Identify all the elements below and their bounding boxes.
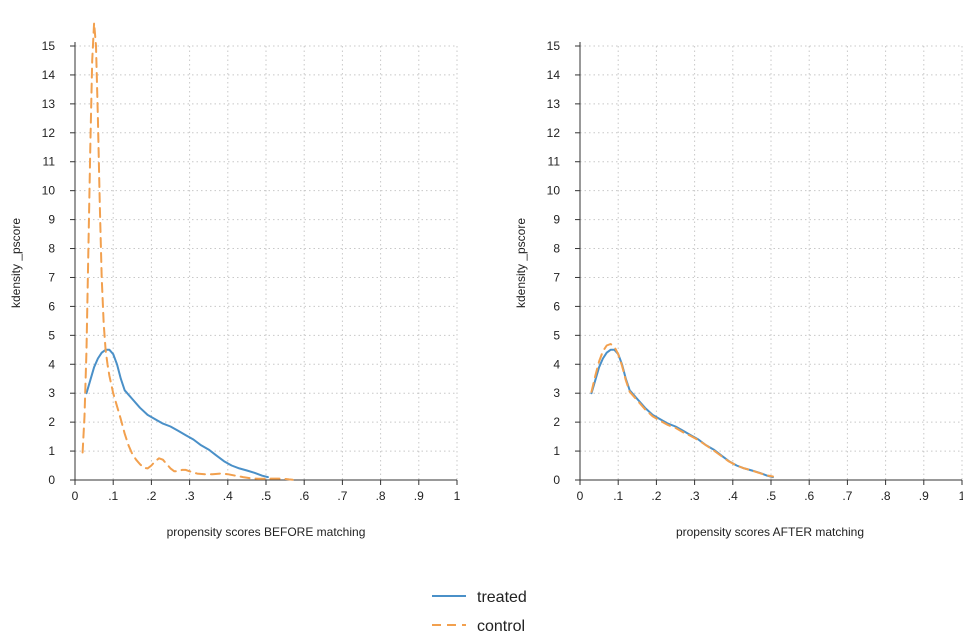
y-tick-label: 11	[548, 155, 561, 169]
y-tick-label: 1	[553, 444, 560, 458]
x-tick-label: .8	[376, 489, 386, 503]
y-tick-label: 15	[547, 39, 561, 53]
x-tick-label: .9	[919, 489, 929, 503]
y-tick-label: 7	[553, 270, 560, 284]
y-tick-label: 10	[42, 184, 56, 198]
y-tick-label: 3	[48, 386, 55, 400]
x-tick-label: 1	[959, 489, 963, 503]
axes-before	[74, 42, 457, 481]
x-axis-title-before: propensity scores BEFORE matching	[167, 525, 366, 539]
series-after	[590, 343, 774, 479]
ticks-after: 0.1.2.3.4.5.6.7.8.9 101234567891011121314…	[547, 39, 963, 503]
x-tick-label: .3	[690, 489, 700, 503]
y-tick-label: 14	[547, 68, 561, 82]
x-tick-label: .5	[766, 489, 776, 503]
y-tick-label: 0	[553, 473, 560, 487]
y-tick-label: 2	[48, 415, 55, 429]
grid-after	[579, 45, 963, 480]
panel-after-matching: 0.1.2.3.4.5.6.7.8.9 101234567891011121314…	[514, 39, 963, 539]
y-tick-label: 9	[48, 213, 55, 227]
y-tick-label: 12	[42, 126, 56, 140]
x-tick-label: .2	[146, 489, 156, 503]
series-line-treated	[590, 348, 774, 479]
x-tick-label: 0	[577, 489, 584, 503]
y-tick-label: 0	[48, 473, 55, 487]
y-tick-label: 9	[553, 213, 560, 227]
y-axis-title-before: kdensity _pscore	[9, 218, 23, 308]
y-tick-label: 1	[48, 444, 55, 458]
panel-before-matching: 0.1.2.3.4.5.6.7.8.9 101234567891011121314…	[9, 21, 461, 539]
legend: treated control	[432, 589, 527, 635]
x-tick-label: 1	[454, 489, 461, 503]
ticks-before: 0.1.2.3.4.5.6.7.8.9 101234567891011121314…	[42, 39, 461, 503]
y-tick-label: 4	[553, 357, 560, 371]
y-tick-label: 11	[43, 155, 56, 169]
series-line-control	[590, 343, 774, 478]
x-tick-label: .1	[108, 489, 118, 503]
series-before	[81, 21, 294, 481]
y-tick-label: 14	[42, 68, 56, 82]
x-tick-label: .3	[185, 489, 195, 503]
y-tick-label: 13	[42, 97, 56, 111]
x-tick-label: .6	[299, 489, 309, 503]
y-tick-label: 10	[547, 184, 561, 198]
y-tick-label: 6	[48, 299, 55, 313]
x-axis-title-after: propensity scores AFTER matching	[676, 525, 864, 539]
x-tick-label: 0	[72, 489, 79, 503]
y-tick-label: 2	[553, 415, 560, 429]
axes-after	[579, 42, 962, 481]
y-tick-label: 13	[547, 97, 561, 111]
x-tick-label: .7	[842, 489, 852, 503]
y-tick-label: 5	[553, 328, 560, 342]
y-tick-label: 7	[48, 270, 55, 284]
x-tick-label: .6	[804, 489, 814, 503]
y-tick-label: 8	[48, 242, 55, 256]
x-tick-label: .9	[414, 489, 424, 503]
y-tick-label: 4	[48, 357, 55, 371]
y-tick-label: 8	[553, 242, 560, 256]
legend-label-control: control	[477, 618, 525, 635]
series-line-control	[81, 21, 294, 481]
y-tick-label: 12	[547, 126, 561, 140]
x-tick-label: .8	[881, 489, 891, 503]
y-tick-label: 3	[553, 386, 560, 400]
x-tick-label: .5	[261, 489, 271, 503]
x-tick-label: .4	[223, 489, 233, 503]
x-tick-label: .7	[337, 489, 347, 503]
y-axis-title-after: kdensity _pscore	[514, 218, 528, 308]
x-tick-label: .2	[651, 489, 661, 503]
y-tick-label: 6	[553, 299, 560, 313]
series-line-treated	[85, 348, 269, 479]
x-tick-label: .4	[728, 489, 738, 503]
x-tick-label: .1	[613, 489, 623, 503]
legend-label-treated: treated	[477, 589, 527, 606]
y-tick-label: 15	[42, 39, 56, 53]
y-tick-label: 5	[48, 328, 55, 342]
grid-before	[74, 45, 458, 480]
